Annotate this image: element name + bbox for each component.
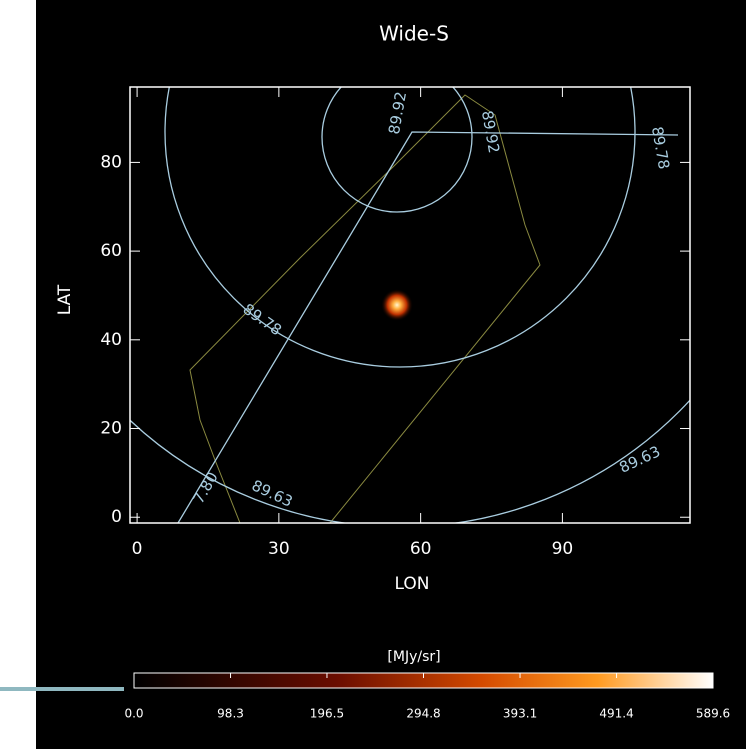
x-tick-label: 60	[410, 539, 432, 559]
decor-line	[0, 687, 124, 691]
y-tick-label: 40	[100, 330, 122, 350]
x-tick-label: 90	[552, 539, 574, 559]
colorbar-tick-label: 589.6	[696, 707, 730, 721]
colorbar-tick-label: 393.1	[503, 707, 537, 721]
chart: Wide-S LAT LON [MJy/sr] 0 30 60 90 0 20 40 60 80…	[0, 0, 746, 749]
y-axis-label: LAT	[55, 284, 75, 315]
colorbar-tick-label: 196.5	[310, 707, 344, 721]
x-tick-label: 0	[132, 539, 143, 559]
y-tick-label: 60	[100, 241, 122, 261]
source	[381, 289, 413, 321]
colorbar-tick-label: 0.0	[124, 707, 143, 721]
chart-title: Wide-S	[379, 22, 449, 46]
x-axis-label: LON	[395, 574, 430, 594]
colorbar-tick-label: 98.3	[217, 707, 244, 721]
colorbar-tick-label: 294.8	[406, 707, 440, 721]
colorbar-tick-label: 491.4	[599, 707, 633, 721]
colorbar-label: [MJy/sr]	[387, 649, 440, 665]
x-tick-label: 30	[268, 539, 290, 559]
y-tick-label: 20	[100, 419, 122, 439]
y-tick-label: 80	[100, 152, 122, 172]
y-tick-label: 0	[111, 507, 122, 527]
